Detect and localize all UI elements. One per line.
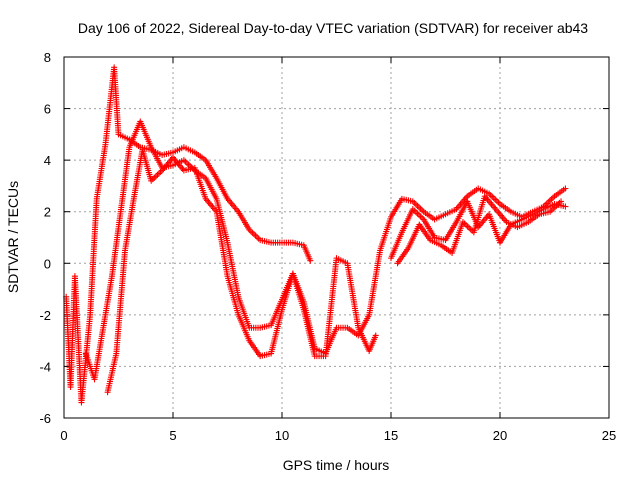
data-point-marker [562,185,569,192]
y-tick-label: -4 [39,359,51,374]
data-markers [63,64,569,406]
x-axis-label: GPS time / hours [283,457,390,473]
y-tick-label: -6 [39,411,51,426]
data-point-marker [372,332,379,339]
x-tick-label: 20 [493,428,507,443]
series-track-3 [104,146,379,396]
y-tick-label: 8 [44,50,51,65]
x-tick-label: 15 [384,428,398,443]
plot-frame [63,56,610,419]
chart-title: Day 106 of 2022, Sidereal Day-to-day VTE… [78,20,588,36]
y-tick-label: -2 [39,308,51,323]
y-tick-label: 2 [44,205,51,220]
data-point-marker [558,198,565,205]
y-tick-label: 4 [44,153,51,168]
series-track-1 [63,64,314,406]
grid-lines [64,57,609,418]
data-point-marker [562,203,569,210]
y-axis-label: SDTVAR / TECUs [5,181,21,293]
x-tick-label: 25 [602,428,616,443]
x-tick-label: 10 [275,428,289,443]
y-tick-label: 6 [44,102,51,117]
y-tick-label: 0 [44,256,51,271]
series-track-4 [388,198,569,262]
axis-ticks [63,56,610,419]
series-track-2 [82,118,569,383]
x-tick-label: 0 [60,428,67,443]
x-tick-label: 5 [169,428,176,443]
data-point-marker [307,257,314,264]
axis-tick-labels: 0 5 10 15 20 25 -6 -4 -2 0 2 4 6 8 [39,50,616,443]
series-track-5 [394,193,565,267]
